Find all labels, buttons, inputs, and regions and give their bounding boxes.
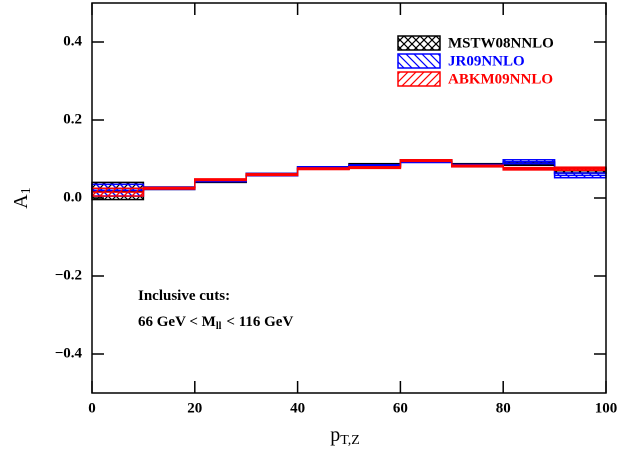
y-tick-label: 0.0 [63,189,82,205]
x-axis-label: pT,Z [330,424,360,449]
x-tick-label: 40 [290,400,305,416]
x-tick-label: 20 [187,400,202,416]
y-tick-label: −0.4 [55,345,83,361]
plot-frame [91,2,607,394]
annotation-text: Inclusive cuts: [138,288,230,304]
x-tick-label: 80 [496,400,511,416]
legend-swatch [397,53,441,69]
y-tick-label: 0.2 [63,111,82,127]
x-label-sub: T,Z [340,433,360,448]
annotation-text: < 116 GeV [226,314,293,330]
annotation: 66 GeV < Mll < 116 GeV [138,314,293,332]
annotation-sub: ll [216,321,222,332]
y-tick-label: 0.4 [63,33,82,49]
x-tick-label: 60 [393,400,408,416]
x-label-main: p [330,424,340,446]
legend-swatch [397,35,441,51]
y-axis-label: A1 [10,187,35,208]
x-tick-label: 100 [595,400,618,416]
y-label-main: A [10,194,32,209]
y-label-sub: 1 [19,187,34,194]
annotation: Inclusive cuts: [138,288,230,304]
legend-label: MSTW08NNLO [448,35,554,51]
legend-swatch [397,71,441,87]
legend-label: JR09NNLO [448,53,525,69]
x-tick-label: 0 [88,400,96,416]
legend-label: ABKM09NNLO [448,71,553,87]
annotation-text: 66 GeV < M [138,314,216,330]
y-tick-label: −0.2 [55,267,82,283]
